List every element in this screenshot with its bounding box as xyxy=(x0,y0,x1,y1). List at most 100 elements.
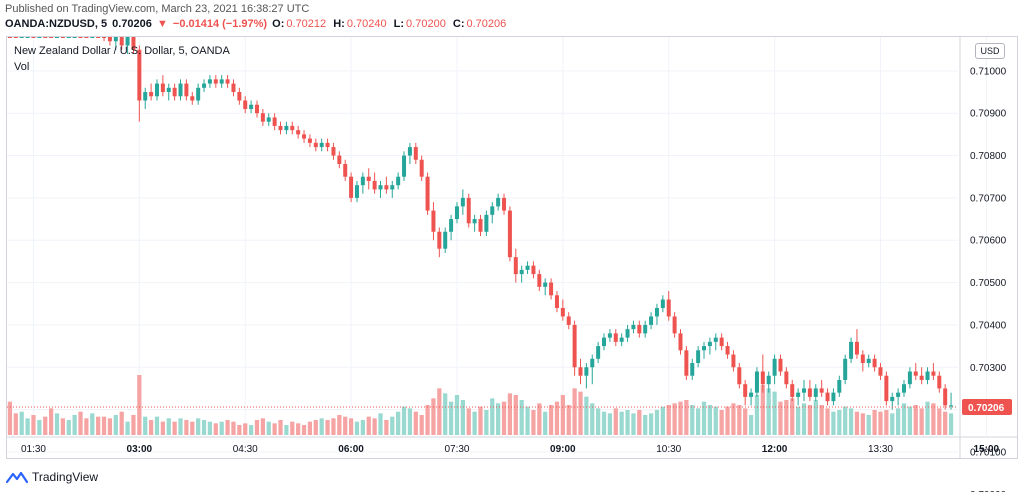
volume-bar xyxy=(484,410,489,435)
volume-bar xyxy=(801,403,807,435)
volume-bar xyxy=(472,411,477,435)
candle-body xyxy=(860,354,865,364)
last-price-badge-label: 0.70206 xyxy=(968,403,1005,414)
candle-body xyxy=(425,176,430,211)
candle-body xyxy=(313,142,318,148)
volume-bar xyxy=(778,401,783,435)
volume-bar xyxy=(201,420,207,435)
candle-body xyxy=(178,83,183,97)
candle-body xyxy=(502,197,507,211)
volume-bar xyxy=(437,388,442,435)
candle-body xyxy=(513,257,518,275)
footer-brand[interactable]: TradingView xyxy=(6,467,98,487)
volume-bar xyxy=(754,395,760,435)
time-tick-label: 09:00 xyxy=(550,444,576,455)
candle-body xyxy=(119,37,124,46)
candle-body xyxy=(602,337,607,347)
volume-bar xyxy=(31,415,36,435)
volume-bar xyxy=(348,418,354,435)
volume-bar xyxy=(748,415,754,435)
candle-body xyxy=(813,388,818,397)
candle-body xyxy=(866,358,871,364)
volume-bar xyxy=(84,418,89,435)
volume-bar xyxy=(890,413,895,435)
volume-label: Vol xyxy=(14,61,30,73)
candle-body xyxy=(196,87,201,101)
volume-bar xyxy=(943,411,948,435)
candle-body xyxy=(619,337,624,342)
candle-body xyxy=(113,37,118,42)
currency-button[interactable]: USD xyxy=(975,43,1005,59)
volume-bar xyxy=(231,421,236,435)
candle-body xyxy=(13,37,18,38)
volume-bar xyxy=(172,421,177,435)
volume-bar xyxy=(813,400,818,435)
candle-body xyxy=(78,37,83,38)
volume-bar xyxy=(337,415,342,435)
candle-body xyxy=(943,388,948,406)
candle-body xyxy=(249,104,254,109)
volume-bar xyxy=(860,413,865,435)
candle-body xyxy=(760,371,765,385)
candle-body xyxy=(54,37,59,38)
volume-bar xyxy=(560,395,565,435)
candle-body xyxy=(466,197,471,224)
candle-body xyxy=(190,96,195,101)
volume-bar xyxy=(37,420,42,435)
volume-bar xyxy=(137,375,142,435)
candle-body xyxy=(437,231,442,249)
volume-bar xyxy=(425,405,430,435)
candle-body xyxy=(284,125,289,131)
candle-body xyxy=(713,337,718,342)
volume-bar xyxy=(248,425,254,435)
volume-bar xyxy=(313,420,318,435)
candle-body xyxy=(278,125,283,131)
volume-bar xyxy=(631,413,636,435)
volume-bar xyxy=(848,408,854,435)
volume-bar xyxy=(466,408,471,435)
candle-body xyxy=(72,37,77,38)
volume-bar xyxy=(7,401,13,435)
candle-body xyxy=(884,375,889,402)
time-tick-label: 04:30 xyxy=(233,444,258,455)
candle-body xyxy=(849,341,854,359)
candle-body xyxy=(919,375,924,380)
candle-body xyxy=(378,185,383,190)
candle-body xyxy=(690,363,695,376)
candle-body xyxy=(707,341,712,347)
candle-body xyxy=(37,37,42,38)
candle-body xyxy=(219,79,224,84)
volume-bar xyxy=(660,406,665,435)
volume-bar xyxy=(572,388,577,435)
candle-body xyxy=(449,219,454,232)
candle-body xyxy=(754,371,759,393)
candle-body xyxy=(7,37,12,38)
volume-bar xyxy=(119,411,124,435)
candle-body xyxy=(590,358,595,368)
chart-frame xyxy=(6,36,1018,459)
candle-body xyxy=(931,371,936,376)
candle-body xyxy=(584,367,589,376)
candle-body xyxy=(854,341,859,355)
volume-bar xyxy=(725,406,730,435)
candle-body xyxy=(525,265,530,270)
volume-bar xyxy=(666,405,671,435)
candle-body xyxy=(807,388,812,397)
candle-body xyxy=(678,333,683,351)
last-price-badge xyxy=(962,399,1012,416)
volume-bar xyxy=(431,398,436,435)
volume-bar xyxy=(772,391,777,435)
volume-bar xyxy=(619,411,624,435)
open-label: O: xyxy=(272,18,285,30)
candle-body xyxy=(913,371,918,376)
volume-bar xyxy=(584,396,589,435)
volume-bar xyxy=(760,385,765,435)
volume-bar xyxy=(896,408,901,435)
candle-body xyxy=(719,337,724,347)
candle-body xyxy=(143,92,148,101)
candle-body xyxy=(731,354,736,368)
candle-body xyxy=(372,180,377,190)
volume-bar xyxy=(701,401,707,435)
volume-bar xyxy=(601,411,607,435)
